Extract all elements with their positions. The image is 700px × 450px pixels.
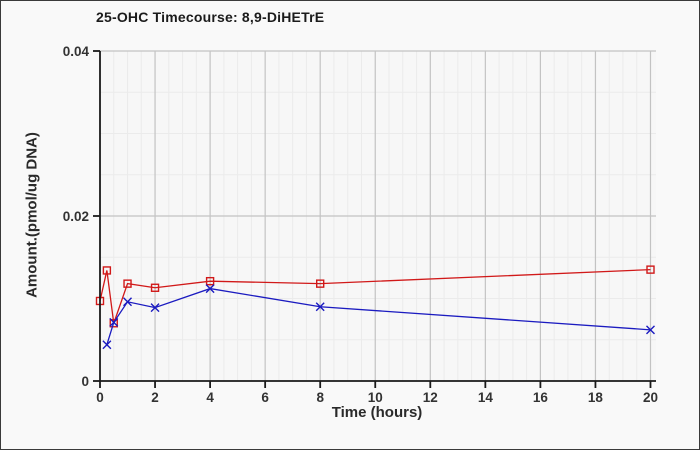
- x-tick-label: 20: [643, 390, 658, 405]
- square-marker: [123, 279, 132, 288]
- square-marker: [109, 319, 118, 328]
- square-marker: [315, 279, 325, 288]
- y-tick-label: 0: [81, 374, 89, 389]
- blue-x-series: [102, 284, 655, 350]
- square-marker: [102, 266, 112, 275]
- x-marker: [150, 303, 160, 313]
- x-tick-label: 8: [316, 390, 324, 405]
- chart-title: 25-OHC Timecourse: 8,9-DiHETrE: [96, 9, 325, 25]
- x-marker: [102, 340, 112, 350]
- tick-marks-and-labels: 0 2 4 6 8 10 12 14 16 18 20 0 0.02 0.04: [63, 44, 658, 405]
- x-tick-label: 12: [423, 390, 438, 405]
- x-tick-label: 6: [261, 390, 269, 405]
- square-marker: [150, 283, 160, 292]
- square-marker: [205, 276, 215, 286]
- x-marker: [205, 284, 215, 294]
- square-marker: [646, 265, 655, 274]
- x-tick-label: 18: [588, 390, 604, 405]
- y-tick-label: 0.02: [63, 209, 89, 224]
- major-gridlines: [100, 50, 656, 381]
- x-tick-label: 14: [478, 390, 494, 405]
- x-marker: [646, 325, 655, 335]
- y-tick-label: 0.04: [63, 44, 90, 59]
- x-marker: [109, 317, 119, 327]
- x-tick-label: 2: [151, 390, 159, 405]
- red-square-series-line: [99, 268, 651, 324]
- x-tick-label: 16: [533, 390, 549, 405]
- x-tick-label: 4: [206, 390, 214, 405]
- x-tick-label: 0: [96, 390, 104, 405]
- x-axis-label: Time (hours): [331, 404, 423, 421]
- x-tick-label: 10: [368, 390, 383, 405]
- x-marker: [123, 297, 133, 307]
- x-marker: [315, 302, 325, 312]
